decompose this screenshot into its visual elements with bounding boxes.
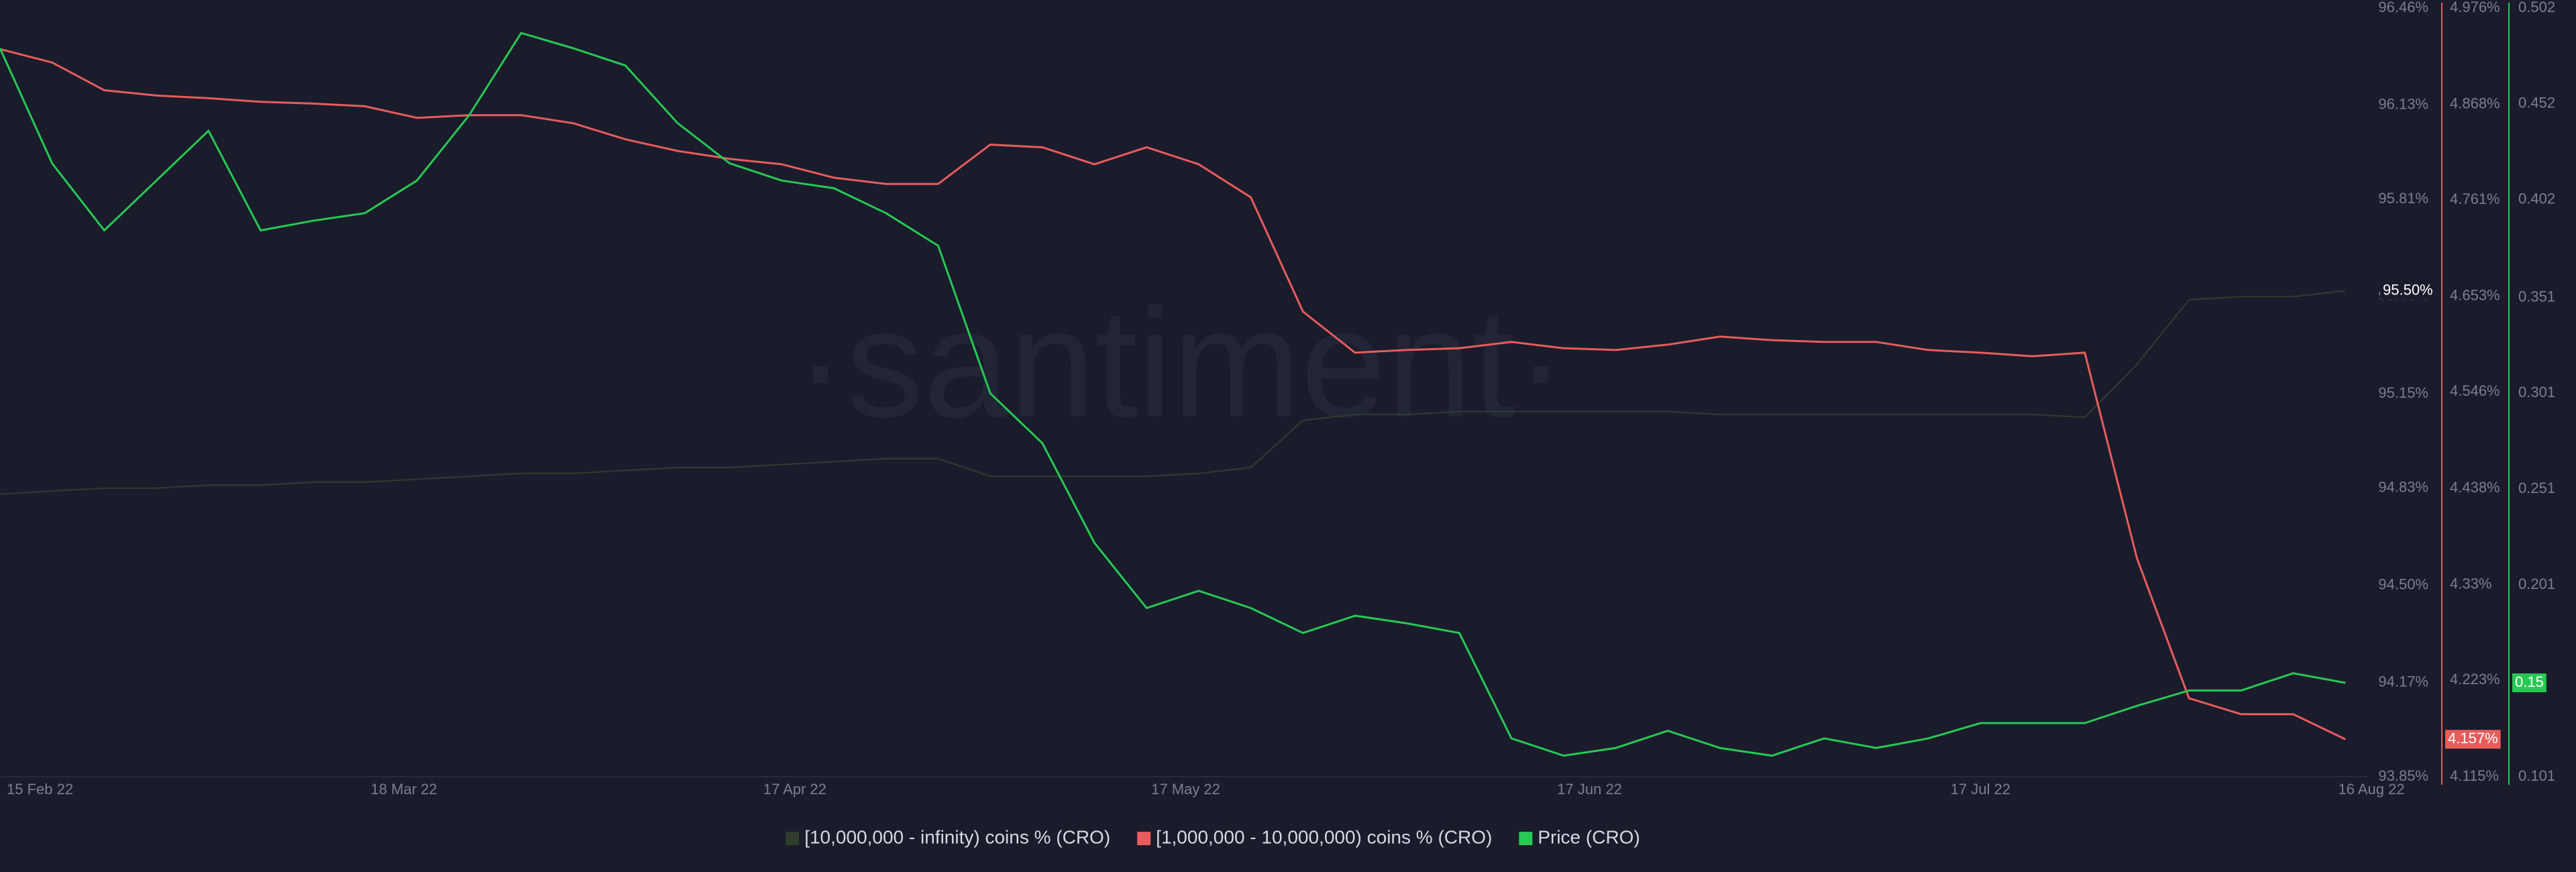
y-tick-label: 0.351 xyxy=(2518,288,2555,305)
x-tick-label: 17 May 22 xyxy=(1151,781,1220,798)
y-tick-label: 4.33% xyxy=(2450,576,2491,592)
last-value-tag xyxy=(2512,673,2546,692)
y-tick-label: 0.201 xyxy=(2518,576,2555,592)
y-tick-label: 0.402 xyxy=(2518,190,2555,207)
y-tick-label: 0.301 xyxy=(2518,384,2555,400)
legend-swatch xyxy=(1519,832,1533,845)
series-line xyxy=(0,32,2346,757)
y-tick-label: 95.15% xyxy=(2378,384,2428,401)
y-tick-label: 4.438% xyxy=(2450,479,2500,496)
y-tick-label: 95.81% xyxy=(2378,190,2428,207)
y-tick-label: 4.976% xyxy=(2450,0,2500,15)
last-value-tag xyxy=(2445,730,2501,749)
y-tick-label: 96.13% xyxy=(2378,96,2428,113)
y-tick-label: 4.546% xyxy=(2450,382,2500,399)
y-tick-label: 0.502 xyxy=(2518,0,2555,15)
y-tick-label: 93.85% xyxy=(2378,767,2428,784)
y-tick-label: 0.452 xyxy=(2518,95,2555,111)
y-tick-label: 4.653% xyxy=(2450,287,2500,304)
y-tick-label: 96.46% xyxy=(2378,0,2428,15)
y-tick-label: 94.50% xyxy=(2378,576,2428,592)
last-value-label: 95.50% xyxy=(2383,281,2433,298)
legend-swatch xyxy=(786,832,800,845)
legend-label: Price (CRO) xyxy=(1538,826,1640,847)
legend-label: [1,000,000 - 10,000,000) coins % (CRO) xyxy=(1156,826,1492,847)
series-line xyxy=(0,290,2346,495)
watermark: ·santiment· xyxy=(795,277,1566,449)
series-line xyxy=(0,48,2346,741)
last-value-label: 4.157% xyxy=(2448,730,2498,747)
last-value-label: 0.15 xyxy=(2515,673,2544,690)
y-tick-label: 0.101 xyxy=(2518,767,2555,784)
x-tick-label: 18 Mar 22 xyxy=(371,781,437,798)
x-tick-label: 15 Feb 22 xyxy=(7,781,73,798)
y-tick-label: 4.868% xyxy=(2450,95,2500,112)
last-value-tag xyxy=(2380,281,2436,301)
x-tick-label: 17 Jun 22 xyxy=(1557,781,1622,798)
x-tick-label: 17 Jul 22 xyxy=(1951,781,2010,798)
y-tick-label: 4.223% xyxy=(2450,671,2500,688)
y-tick-label: 4.115% xyxy=(2450,767,2499,784)
x-tick-label: 16 Aug 22 xyxy=(2338,781,2404,798)
y-tick-label: 94.17% xyxy=(2378,673,2428,690)
x-tick-label: 17 Apr 22 xyxy=(763,781,826,798)
legend-label: [10,000,000 - infinity) coins % (CRO) xyxy=(804,826,1110,847)
y-tick-label: 94.83% xyxy=(2378,479,2428,496)
y-tick-label: 4.761% xyxy=(2450,190,2500,207)
legend-swatch xyxy=(1137,832,1151,845)
y-tick-label: 0.251 xyxy=(2518,480,2555,496)
